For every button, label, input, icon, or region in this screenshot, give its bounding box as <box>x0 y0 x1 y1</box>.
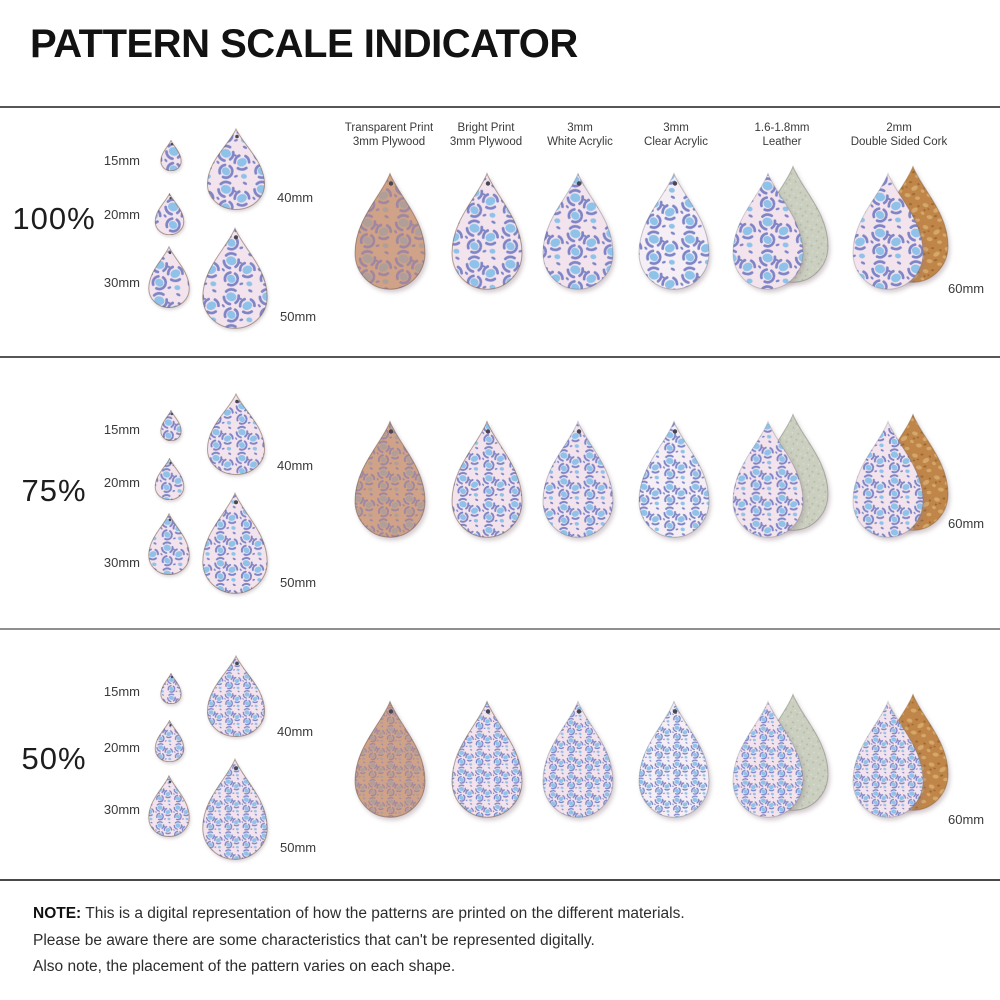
teardrop-15mm-75pct <box>160 410 182 441</box>
divider-line-3 <box>0 628 1000 630</box>
note-line-3: Also note, the placement of the pattern … <box>33 958 456 975</box>
material-label-line2: White Acrylic <box>547 136 613 148</box>
teardrop-50mm-75pct <box>200 492 270 594</box>
teardrop-60mm-clear-acrylic-75pct <box>636 420 712 538</box>
size-label-50mm-right-75pct: 50mm <box>280 575 317 590</box>
teardrop-60mm-white-acrylic-100pct <box>540 172 616 290</box>
size-label-60mm-100pct: 60mm <box>948 281 985 296</box>
teardrop-60mm-leather-75pct <box>730 420 806 538</box>
material-label-line2: 3mm Plywood <box>352 136 426 148</box>
teardrop-20mm-75pct <box>154 458 185 500</box>
teardrop-60mm-cork-75pct <box>850 420 926 538</box>
teardrop-30mm-75pct <box>147 513 191 575</box>
teardrop-60mm-transparent-plywood-75pct <box>352 420 428 538</box>
size-label-30mm-75pct: 30mm <box>103 555 140 570</box>
note-line-2: Please be aware there are some character… <box>33 931 595 949</box>
material-label-line1: Bright Print <box>457 122 515 134</box>
teardrop-60mm-white-acrylic-75pct <box>540 420 616 538</box>
teardrop-60mm-leather-50pct <box>730 700 806 818</box>
teardrop-50mm-50pct <box>200 758 270 860</box>
size-label-20mm-100pct: 20mm <box>103 207 140 222</box>
teardrop-60mm-leather-100pct <box>730 172 806 290</box>
teardrop-60mm-clear-acrylic-100pct <box>636 172 712 290</box>
size-label-15mm-100pct: 15mm <box>103 153 140 168</box>
teardrop-60mm-white-acrylic-50pct <box>540 700 616 818</box>
size-label-15mm-50pct: 15mm <box>103 684 140 699</box>
teardrop-60mm-transparent-plywood-100pct <box>352 172 428 290</box>
material-label-line1: 2mm <box>886 122 912 134</box>
scale-percent-label-100pct: 100% <box>12 201 96 236</box>
teardrop-60mm-transparent-plywood-50pct <box>352 700 428 818</box>
teardrop-20mm-50pct <box>154 720 185 762</box>
teardrop-40mm-50pct <box>205 655 267 737</box>
material-label-clear-acrylic: 3mm Clear Acrylic <box>611 121 741 149</box>
teardrop-40mm-100pct <box>205 128 267 210</box>
material-label-line2: Double Sided Cork <box>850 136 948 148</box>
teardrop-60mm-clear-acrylic-50pct <box>636 700 712 818</box>
divider-line-4 <box>0 879 1000 881</box>
material-label-line1: 3mm <box>663 122 689 134</box>
teardrop-60mm-bright-plywood-100pct <box>449 172 525 290</box>
teardrop-30mm-50pct <box>147 775 191 837</box>
material-label-leather: 1.6-1.8mm Leather <box>717 121 847 149</box>
material-label-line2: 3mm Plywood <box>449 136 523 148</box>
teardrop-20mm-100pct <box>154 193 185 235</box>
size-label-20mm-50pct: 20mm <box>103 740 140 755</box>
size-label-30mm-100pct: 30mm <box>103 275 140 290</box>
material-label-line1: 1.6-1.8mm <box>754 122 810 134</box>
divider-line-2 <box>0 356 1000 358</box>
size-label-40mm-right-50pct: 40mm <box>277 724 314 739</box>
material-label-line1: Transparent Print <box>344 122 434 134</box>
scale-percent-label-75pct: 75% <box>21 473 87 508</box>
size-label-15mm-75pct: 15mm <box>103 422 140 437</box>
note-text-1: This is a digital representation of how … <box>85 905 685 922</box>
size-label-50mm-right-100pct: 50mm <box>280 309 317 324</box>
note-line-1: NOTE: This is a digital representation o… <box>33 901 685 928</box>
size-label-20mm-75pct: 20mm <box>103 475 140 490</box>
divider-line-1 <box>0 106 1000 108</box>
material-label-white-acrylic: 3mm White Acrylic <box>515 121 645 149</box>
page-title: PATTERN SCALE INDICATOR <box>30 22 578 66</box>
teardrop-15mm-50pct <box>160 673 182 704</box>
material-label-transparent-plywood: Transparent Print 3mm Plywood <box>324 121 454 149</box>
teardrop-60mm-bright-plywood-50pct <box>449 700 525 818</box>
teardrop-60mm-bright-plywood-75pct <box>449 420 525 538</box>
material-label-cork: 2mm Double Sided Cork <box>834 121 964 149</box>
size-label-40mm-right-75pct: 40mm <box>277 458 314 473</box>
teardrop-60mm-cork-50pct <box>850 700 926 818</box>
size-label-60mm-75pct: 60mm <box>948 516 985 531</box>
size-label-50mm-right-50pct: 50mm <box>280 840 317 855</box>
teardrop-15mm-100pct <box>160 140 182 171</box>
note-label: NOTE: <box>33 905 82 922</box>
teardrop-40mm-75pct <box>205 393 267 475</box>
size-label-30mm-50pct: 30mm <box>103 802 140 817</box>
teardrop-30mm-100pct <box>147 246 191 308</box>
material-label-line2: Leather <box>762 136 802 148</box>
scale-percent-label-50pct: 50% <box>21 741 87 776</box>
material-label-line1: 3mm <box>567 122 593 134</box>
material-label-bright-plywood: Bright Print 3mm Plywood <box>421 121 551 149</box>
teardrop-60mm-cork-100pct <box>850 172 926 290</box>
size-label-60mm-50pct: 60mm <box>948 812 985 827</box>
note-block: NOTE: This is a digital representation o… <box>33 901 685 981</box>
material-label-line2: Clear Acrylic <box>644 136 708 148</box>
size-label-40mm-right-100pct: 40mm <box>277 190 314 205</box>
teardrop-50mm-100pct <box>200 227 270 329</box>
